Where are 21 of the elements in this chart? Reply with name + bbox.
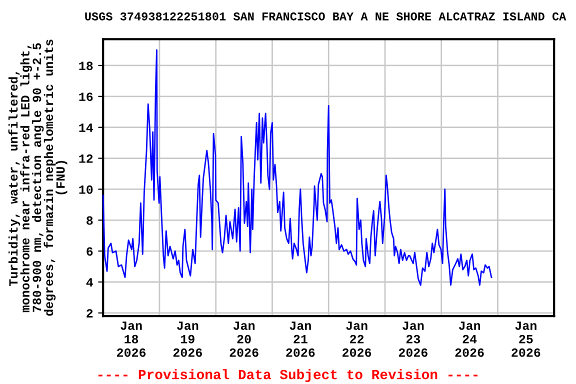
y-tick-label: 4 [86,278,94,287]
x-tick-label: Jan 25 2026 [512,322,540,357]
x-tick-label: Jan 23 2026 [398,322,428,357]
x-tick-label: Jan 20 2026 [230,322,258,357]
y-tick-label: 6 [86,247,93,256]
x-tick-label: Jan 18 2026 [117,322,146,357]
y-tick-label: 12 [79,154,93,163]
y-tick-label: 16 [79,92,93,102]
y-tick-label: 2 [86,309,93,318]
chart-title: USGS 374938122251801 SAN FRANCISCO BAY A NE SHORE ALCATRAZ ISLAND CA [85,12,566,20]
x-tick-label: Jan 22 2026 [342,322,372,357]
text: ---- Provisional Data Subject to Revision ---- [98,369,478,382]
x-tick-label: Jan 24 2026 [455,322,484,357]
x-tick-label: Jan 21 2026 [286,322,315,357]
x-tick-label: Jan 19 2026 [173,322,202,357]
y-tick-label: 8 [86,216,93,225]
y-tick-label: 18 [79,62,93,70]
y-tick-label: 14 [79,124,94,132]
y-tick-label: 10 [79,185,93,194]
line-series [102,49,492,286]
y-axis-title: Turbidity, water, unfiltered, monochrome near infra-red LED light, 780-900 nm, detection angle 90 +-2.5 degrees, formazin nephelometric units (FNU) [8,40,68,316]
